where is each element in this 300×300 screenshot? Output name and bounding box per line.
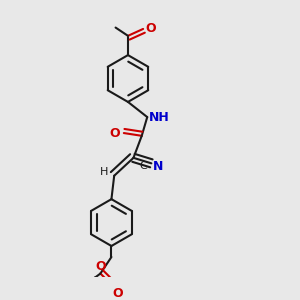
Text: H: H xyxy=(100,167,109,177)
Text: NH: NH xyxy=(148,111,170,124)
Text: O: O xyxy=(113,287,123,300)
Text: N: N xyxy=(153,160,163,172)
Text: O: O xyxy=(95,260,106,273)
Text: O: O xyxy=(146,22,157,35)
Text: C: C xyxy=(140,161,147,171)
Text: O: O xyxy=(109,127,120,140)
